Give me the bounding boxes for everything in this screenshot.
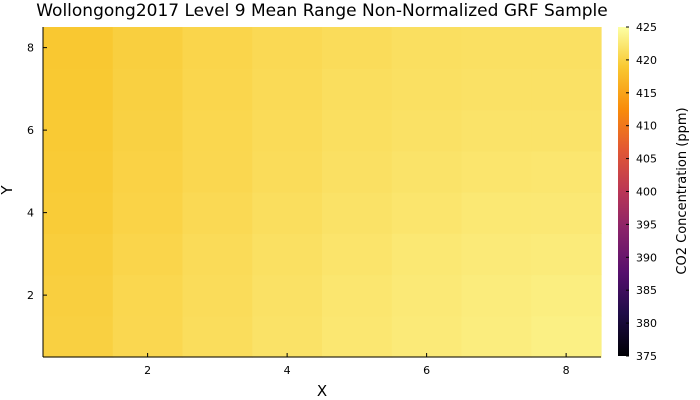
heatmap-cell [252,27,323,69]
heatmap-cell [112,315,184,358]
colorbar-tick-label: 410 [636,120,657,133]
heatmap-cell [112,68,184,111]
heatmap-cell [322,68,393,111]
y-tick-label: 4 [27,207,34,220]
y-tick-label: 2 [27,289,34,302]
heatmap-cell [461,315,532,358]
colorbar-tick-label: 425 [636,21,657,34]
colorbar-tick-label: 420 [636,54,657,67]
heatmap-cell [461,68,532,111]
heatmap-cell [182,274,253,317]
heatmap-cell [391,109,463,152]
colorbar-tick-label: 400 [636,186,657,199]
x-tick-label: 2 [144,364,151,377]
heatmap-cell [461,150,532,193]
colorbar-tick-label: 415 [636,87,657,100]
heatmap-cell [461,233,532,276]
heatmap-cell [322,274,393,317]
y-tick-label: 6 [27,124,34,137]
heatmap-cell [531,68,602,111]
heatmap-cell [112,150,184,193]
heatmap-cell [182,315,253,358]
heatmap-cell [531,192,602,234]
heatmap-cell [391,150,463,193]
colorbar-tick-label: 390 [636,251,657,264]
heatmap-cell [391,27,463,69]
heatmap-cell [112,27,184,69]
heatmap-cell [252,192,323,234]
heatmap-cell [322,192,393,234]
plot-axes: 2 4 6 8 2 4 6 8 [27,27,601,377]
heatmap-cell [182,192,253,234]
heatmap-cell [391,233,463,276]
heatmap-cell [43,150,114,193]
heatmap-cell [43,109,114,152]
y-tick-label: 8 [27,42,34,55]
heatmap-cell [461,192,532,234]
colorbar-tick-label: 395 [636,218,657,231]
heatmap-cell [182,150,253,193]
heatmap-cell [461,27,532,69]
x-axis-label: X [317,382,327,400]
heatmap-cell [112,233,184,276]
x-tick-label: 8 [563,364,570,377]
heatmap-cell [252,109,323,152]
heatmap-cell [112,192,184,234]
heatmap-cell [322,27,393,69]
heatmap-cell [391,274,463,317]
heatmap-cell [391,68,463,111]
heatmap-cell [252,150,323,193]
heatmap-cell [252,315,323,358]
heatmap-cell [531,315,602,358]
heatmap-cell [322,233,393,276]
colorbar-tick-label: 385 [636,284,657,297]
heatmap-cell [43,192,114,234]
heatmap-cell [531,150,602,193]
heatmap-cell [112,274,184,317]
heatmap-cell [322,150,393,193]
heatmap-cell [322,109,393,152]
heatmap-cell [461,109,532,152]
heatmap-cell [43,233,114,276]
heatmap-cell [43,315,114,358]
colorbar-tick-label: 380 [636,317,657,330]
heatmap-cell [252,68,323,111]
heatmap-cell [182,233,253,276]
heatmap-cell [43,68,114,111]
heatmap-cell [531,274,602,317]
colorbar-tick-label: 405 [636,153,657,166]
heatmap-cell [43,27,114,69]
heatmap-cell [112,109,184,152]
colorbar-tick-label: 375 [636,350,657,363]
heatmap-cell [322,315,393,358]
heatmap-cell [182,68,253,111]
heatmap-cell [252,274,323,317]
heatmap-cell [252,233,323,276]
y-axis-label: Y [0,185,16,196]
heatmap-cell [461,274,532,317]
colorbar-label: CO2 Concentration (ppm) [675,107,690,274]
heatmap-cell [391,315,463,358]
colorbar [618,27,629,356]
x-tick-label: 4 [284,364,291,377]
colorbar-ticks: 375 380 385 390 395 400 405 410 415 420 425 [626,21,657,363]
heatmap-cell [182,109,253,152]
chart-title: Wollongong2017 Level 9 Mean Range Non-No… [36,1,608,21]
heatmap-cells [43,27,602,358]
heatmap-cell [531,233,602,276]
heatmap-cell [182,27,253,69]
heatmap-cell [531,109,602,152]
heatmap-cell [391,192,463,234]
heatmap-cell [43,274,114,317]
heatmap-cell [531,27,602,69]
x-tick-label: 6 [423,364,430,377]
